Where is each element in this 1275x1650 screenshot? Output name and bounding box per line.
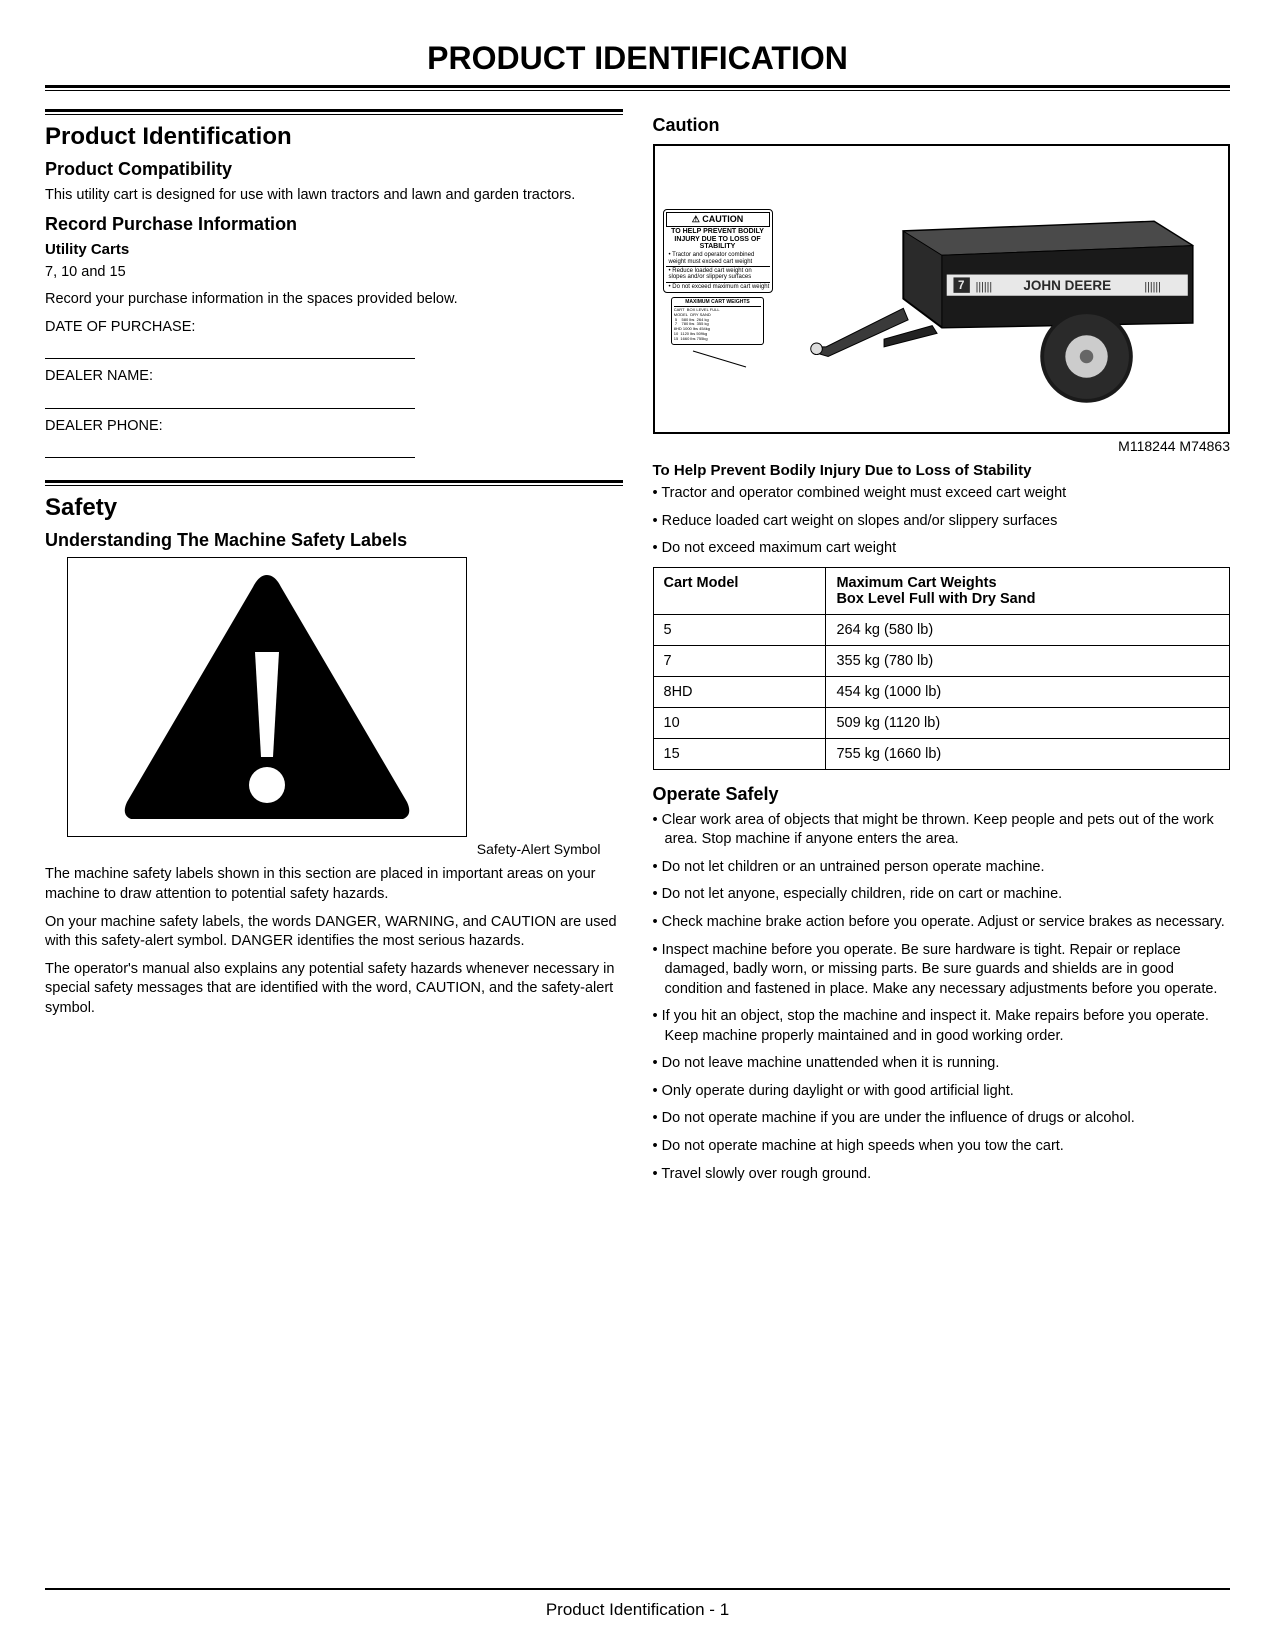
footer-rule (45, 1588, 1230, 1590)
section-rule (45, 480, 623, 486)
operate-bullet: Do not operate machine if you are under … (653, 1109, 1231, 1129)
safety-para-2: On your machine safety labels, the words… (45, 913, 623, 952)
dealer-name-label: DEALER NAME: (45, 367, 623, 387)
operate-bullet: Only operate during daylight or with goo… (653, 1082, 1231, 1102)
prevent-bullet: Do not exceed maximum cart weight (653, 539, 1231, 559)
table-row: 15755 kg (1660 lb) (653, 738, 1230, 769)
utility-subheading: Utility Carts (45, 241, 623, 258)
left-column: Product Identification Product Compatibi… (45, 109, 623, 1192)
label-pointer-line (688, 349, 748, 369)
operate-bullet: Check machine brake action before you op… (653, 913, 1231, 933)
table-header-weight: Maximum Cart Weights Box Level Full with… (826, 567, 1230, 614)
page-footer: Product Identification - 1 (45, 1588, 1230, 1620)
operate-bullet: Clear work area of objects that might be… (653, 811, 1231, 850)
table-header-model: Cart Model (653, 567, 826, 614)
prevent-bullet: Tractor and operator combined weight mus… (653, 484, 1231, 504)
cart-weights-table: Cart Model Maximum Cart Weights Box Leve… (653, 567, 1231, 770)
table-row: 5264 kg (580 lb) (653, 614, 1230, 645)
operate-bullet: Do not leave machine unattended when it … (653, 1054, 1231, 1074)
prevent-injury-heading: To Help Prevent Bodily Injury Due to Los… (653, 462, 1231, 479)
operate-bullet: Inspect machine before you operate. Be s… (653, 941, 1231, 1000)
safety-heading: Safety (45, 494, 623, 522)
table-row: 8HD454 kg (1000 lb) (653, 676, 1230, 707)
date-input-line[interactable] (45, 345, 415, 359)
section-rule (45, 109, 623, 115)
prevent-bullet: Reduce loaded cart weight on slopes and/… (653, 512, 1231, 532)
operate-safely-heading: Operate Safely (653, 784, 1231, 805)
operate-bullet: Do not let children or an untrained pers… (653, 858, 1231, 878)
record-heading: Record Purchase Information (45, 214, 623, 235)
operate-bullet: Do not let anyone, especially children, … (653, 885, 1231, 905)
caution-heading: Caution (653, 115, 1231, 136)
dealer-name-input-line[interactable] (45, 395, 415, 409)
caution-figure: ⚠ CAUTION TO HELP PREVENT BODILY INJURY … (653, 144, 1231, 434)
svg-text:7: 7 (957, 280, 963, 292)
safety-alert-icon (117, 567, 417, 827)
table-row: 7355 kg (780 lb) (653, 645, 1230, 676)
svg-text:JOHN DEERE: JOHN DEERE (1023, 278, 1111, 293)
page-title: PRODUCT IDENTIFICATION (45, 40, 1230, 77)
safety-para-3: The operator's manual also explains any … (45, 960, 623, 1019)
date-of-purchase-label: DATE OF PURCHASE: (45, 318, 623, 338)
caution-sticker-text: TO HELP PREVENT BODILY INJURY DUE TO LOS… (666, 228, 770, 250)
dealer-phone-label: DEALER PHONE: (45, 417, 623, 437)
operate-bullet: Travel slowly over rough ground. (653, 1165, 1231, 1185)
footer-text: Product Identification - 1 (45, 1600, 1230, 1620)
safety-para-1: The machine safety labels shown in this … (45, 865, 623, 904)
caution-sticker-bullet: • Reduce loaded cart weight on slopes an… (666, 268, 770, 281)
operate-bullets: Clear work area of objects that might be… (653, 811, 1231, 1184)
prevent-bullets: Tractor and operator combined weight mus… (653, 484, 1231, 559)
operate-bullet: If you hit an object, stop the machine a… (653, 1007, 1231, 1046)
compatibility-text: This utility cart is designed for use wi… (45, 186, 623, 206)
svg-text:||||||: |||||| (975, 281, 992, 293)
figure-code: M118244 M74863 (653, 438, 1231, 454)
caution-sticker-header: ⚠ CAUTION (666, 212, 770, 227)
utility-cart-illustration: JOHN DEERE |||||| |||||| 7 (779, 154, 1221, 424)
title-rule (45, 85, 1230, 91)
utility-models: 7, 10 and 15 (45, 263, 623, 283)
table-body: 5264 kg (580 lb) 7355 kg (780 lb) 8HD454… (653, 614, 1230, 769)
caution-sticker-bullet: • Do not exceed maximum cart weight (666, 284, 770, 290)
product-id-heading: Product Identification (45, 123, 623, 151)
caution-sticker-bullet: • Tractor and operator combined weight m… (666, 252, 770, 265)
weight-sticker: MAXIMUM CART WEIGHTS CART BOX LEVEL FULL… (671, 297, 765, 345)
table-row: 10509 kg (1120 lb) (653, 707, 1230, 738)
caution-sticker: ⚠ CAUTION TO HELP PREVENT BODILY INJURY … (663, 209, 773, 293)
compatibility-heading: Product Compatibility (45, 159, 623, 180)
svg-text:||||||: |||||| (1144, 281, 1161, 293)
safety-caption: Safety-Alert Symbol (45, 841, 601, 857)
record-instructions: Record your purchase information in the … (45, 290, 623, 310)
dealer-phone-input-line[interactable] (45, 444, 415, 458)
content-columns: Product Identification Product Compatibi… (45, 109, 1230, 1192)
safety-labels-heading: Understanding The Machine Safety Labels (45, 530, 623, 551)
safety-alert-figure (67, 557, 467, 837)
caution-label-stack: ⚠ CAUTION TO HELP PREVENT BODILY INJURY … (663, 209, 773, 368)
operate-bullet: Do not operate machine at high speeds wh… (653, 1137, 1231, 1157)
right-column: Caution ⚠ CAUTION TO HELP PREVENT BODILY… (653, 109, 1231, 1192)
